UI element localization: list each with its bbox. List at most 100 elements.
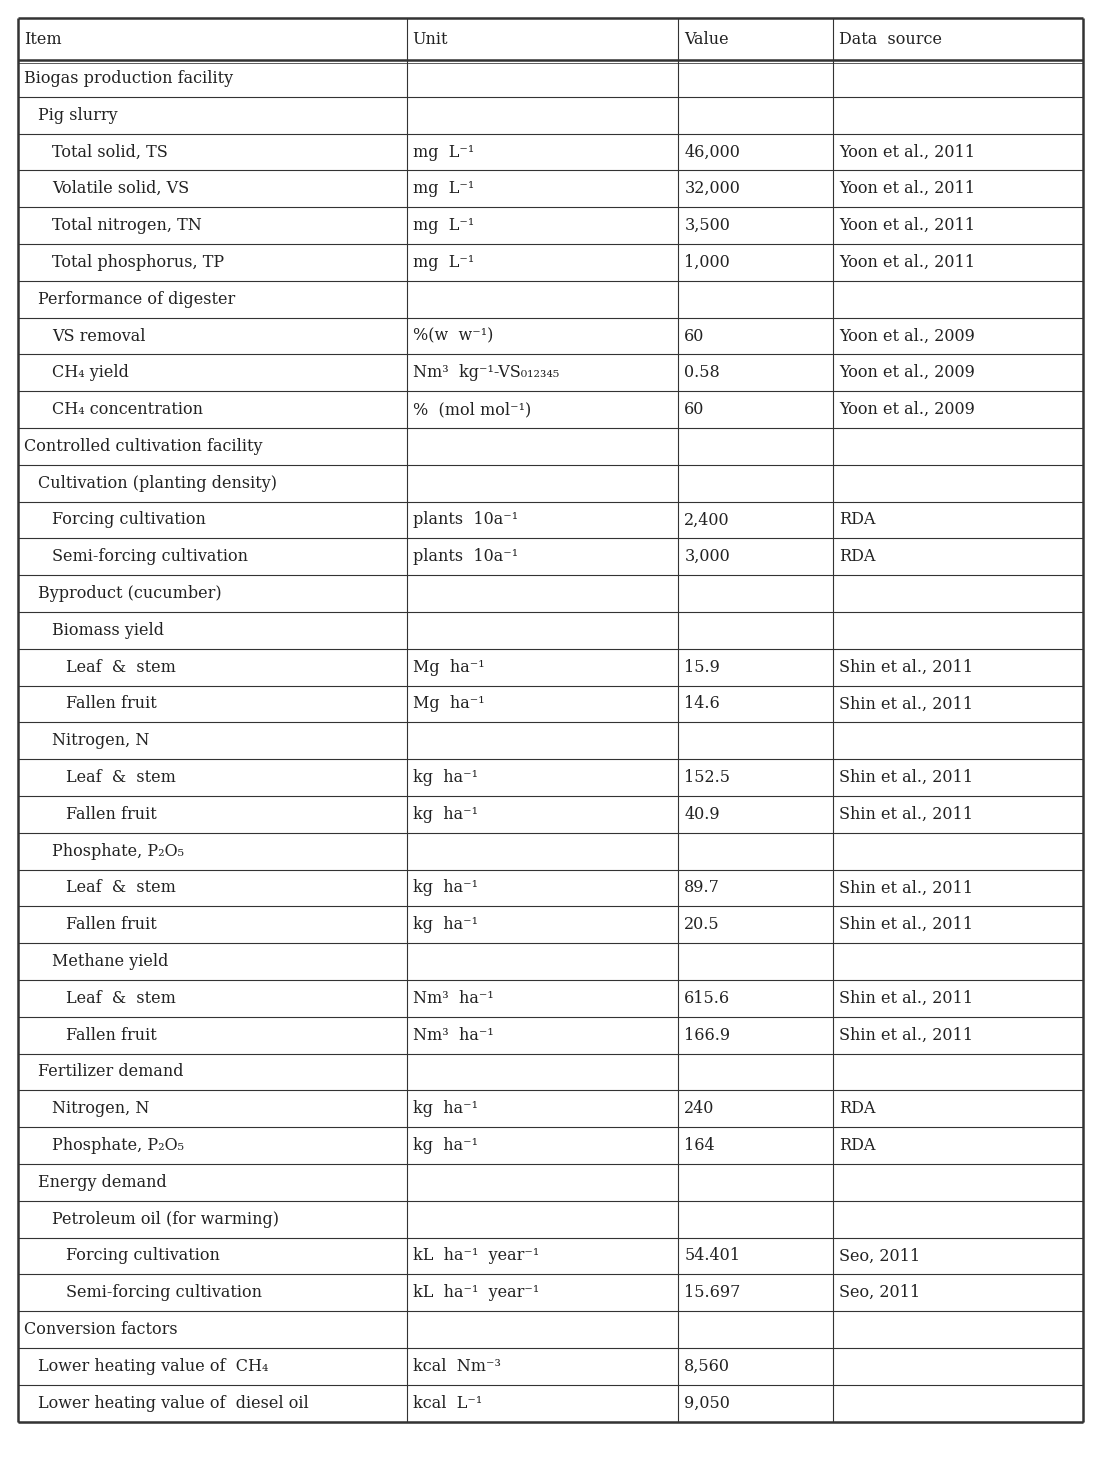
- Text: Yoon et al., 2011: Yoon et al., 2011: [839, 144, 974, 160]
- Text: Petroleum oil (for warming): Petroleum oil (for warming): [52, 1210, 279, 1228]
- Text: 89.7: 89.7: [685, 880, 720, 896]
- Text: kL  ha⁻¹  year⁻¹: kL ha⁻¹ year⁻¹: [413, 1247, 539, 1265]
- Text: kg  ha⁻¹: kg ha⁻¹: [413, 917, 478, 933]
- Text: Conversion factors: Conversion factors: [24, 1321, 177, 1338]
- Text: 15.697: 15.697: [685, 1284, 741, 1302]
- Text: 240: 240: [685, 1100, 715, 1118]
- Text: Phosphate, P₂O₅: Phosphate, P₂O₅: [52, 1137, 184, 1155]
- Text: Nm³  ha⁻¹: Nm³ ha⁻¹: [413, 1027, 493, 1043]
- Text: kg  ha⁻¹: kg ha⁻¹: [413, 1137, 478, 1155]
- Text: Nitrogen, N: Nitrogen, N: [52, 733, 150, 749]
- Text: Shin et al., 2011: Shin et al., 2011: [839, 917, 972, 933]
- Text: Byproduct (cucumber): Byproduct (cucumber): [39, 585, 221, 602]
- Text: Fallen fruit: Fallen fruit: [66, 1027, 156, 1043]
- Text: Total phosphorus, TP: Total phosphorus, TP: [52, 254, 225, 270]
- Text: CH₄ concentration: CH₄ concentration: [52, 401, 203, 419]
- Text: 3,500: 3,500: [685, 217, 730, 234]
- Text: Nitrogen, N: Nitrogen, N: [52, 1100, 150, 1118]
- Text: Shin et al., 2011: Shin et al., 2011: [839, 770, 972, 786]
- Text: %(w  w⁻¹): %(w w⁻¹): [413, 328, 493, 345]
- Text: Nm³  ha⁻¹: Nm³ ha⁻¹: [413, 990, 493, 1006]
- Text: Mg  ha⁻¹: Mg ha⁻¹: [413, 658, 484, 676]
- Text: 60: 60: [685, 401, 705, 419]
- Text: mg  L⁻¹: mg L⁻¹: [413, 144, 473, 160]
- Text: 3,000: 3,000: [685, 548, 730, 566]
- Text: Shin et al., 2011: Shin et al., 2011: [839, 695, 972, 712]
- Text: Semi-forcing cultivation: Semi-forcing cultivation: [66, 1284, 262, 1302]
- Text: RDA: RDA: [839, 548, 875, 566]
- Text: VS removal: VS removal: [52, 328, 145, 345]
- Text: kg  ha⁻¹: kg ha⁻¹: [413, 770, 478, 786]
- Text: Data  source: Data source: [839, 31, 941, 47]
- Text: Seo, 2011: Seo, 2011: [839, 1247, 919, 1265]
- Text: Performance of digester: Performance of digester: [39, 291, 236, 307]
- Text: 15.9: 15.9: [685, 658, 720, 676]
- Text: Forcing cultivation: Forcing cultivation: [52, 511, 206, 529]
- Text: Seo, 2011: Seo, 2011: [839, 1284, 919, 1302]
- Text: Unit: Unit: [413, 31, 448, 47]
- Text: Yoon et al., 2009: Yoon et al., 2009: [839, 328, 974, 345]
- Text: plants  10a⁻¹: plants 10a⁻¹: [413, 548, 517, 566]
- Text: Fallen fruit: Fallen fruit: [66, 917, 156, 933]
- Text: 60: 60: [685, 328, 705, 345]
- Text: Fertilizer demand: Fertilizer demand: [39, 1064, 184, 1081]
- Text: Shin et al., 2011: Shin et al., 2011: [839, 990, 972, 1006]
- Text: 54.401: 54.401: [685, 1247, 740, 1265]
- Text: Total solid, TS: Total solid, TS: [52, 144, 167, 160]
- Text: mg  L⁻¹: mg L⁻¹: [413, 181, 473, 197]
- Text: Lower heating value of  diesel oil: Lower heating value of diesel oil: [39, 1394, 308, 1412]
- Text: Phosphate, P₂O₅: Phosphate, P₂O₅: [52, 843, 184, 859]
- Text: 164: 164: [685, 1137, 715, 1155]
- Text: Item: Item: [24, 31, 62, 47]
- Text: RDA: RDA: [839, 1100, 875, 1118]
- Text: Value: Value: [685, 31, 729, 47]
- Text: mg  L⁻¹: mg L⁻¹: [413, 254, 473, 270]
- Text: Total nitrogen, TN: Total nitrogen, TN: [52, 217, 201, 234]
- Text: kcal  Nm⁻³: kcal Nm⁻³: [413, 1357, 501, 1375]
- Text: mg  L⁻¹: mg L⁻¹: [413, 217, 473, 234]
- Text: %  (mol mol⁻¹): % (mol mol⁻¹): [413, 401, 531, 419]
- Text: kL  ha⁻¹  year⁻¹: kL ha⁻¹ year⁻¹: [413, 1284, 539, 1302]
- Text: 8,560: 8,560: [685, 1357, 730, 1375]
- Text: Yoon et al., 2011: Yoon et al., 2011: [839, 181, 974, 197]
- Text: 20.5: 20.5: [685, 917, 720, 933]
- Text: Fallen fruit: Fallen fruit: [66, 695, 156, 712]
- Text: kg  ha⁻¹: kg ha⁻¹: [413, 880, 478, 896]
- Text: Yoon et al., 2009: Yoon et al., 2009: [839, 401, 974, 419]
- Text: Yoon et al., 2011: Yoon et al., 2011: [839, 254, 974, 270]
- Text: 2,400: 2,400: [685, 511, 730, 529]
- Text: RDA: RDA: [839, 1137, 875, 1155]
- Text: Methane yield: Methane yield: [52, 953, 168, 970]
- Text: CH₄ yield: CH₄ yield: [52, 364, 129, 382]
- Text: 32,000: 32,000: [685, 181, 740, 197]
- Text: Biogas production facility: Biogas production facility: [24, 71, 233, 87]
- Text: Shin et al., 2011: Shin et al., 2011: [839, 1027, 972, 1043]
- Text: 615.6: 615.6: [685, 990, 730, 1006]
- Text: 14.6: 14.6: [685, 695, 720, 712]
- Text: 166.9: 166.9: [685, 1027, 730, 1043]
- Text: Pig slurry: Pig slurry: [39, 107, 118, 123]
- Text: Volatile solid, VS: Volatile solid, VS: [52, 181, 189, 197]
- Text: RDA: RDA: [839, 511, 875, 529]
- Text: Shin et al., 2011: Shin et al., 2011: [839, 658, 972, 676]
- Text: 9,050: 9,050: [685, 1394, 730, 1412]
- Text: kg  ha⁻¹: kg ha⁻¹: [413, 806, 478, 823]
- Text: Energy demand: Energy demand: [39, 1174, 166, 1191]
- Text: Nm³  kg⁻¹-VS₀₁₂₃₄₅: Nm³ kg⁻¹-VS₀₁₂₃₄₅: [413, 364, 559, 382]
- Text: Leaf  &  stem: Leaf & stem: [66, 658, 176, 676]
- Text: Leaf  &  stem: Leaf & stem: [66, 770, 176, 786]
- Text: 46,000: 46,000: [685, 144, 740, 160]
- Text: plants  10a⁻¹: plants 10a⁻¹: [413, 511, 517, 529]
- Text: Forcing cultivation: Forcing cultivation: [66, 1247, 220, 1265]
- Text: Lower heating value of  CH₄: Lower heating value of CH₄: [39, 1357, 269, 1375]
- Text: Controlled cultivation facility: Controlled cultivation facility: [24, 438, 262, 455]
- Text: Mg  ha⁻¹: Mg ha⁻¹: [413, 695, 484, 712]
- Text: kg  ha⁻¹: kg ha⁻¹: [413, 1100, 478, 1118]
- Text: Shin et al., 2011: Shin et al., 2011: [839, 880, 972, 896]
- Text: 152.5: 152.5: [685, 770, 730, 786]
- Text: Yoon et al., 2011: Yoon et al., 2011: [839, 217, 974, 234]
- Text: 0.58: 0.58: [685, 364, 720, 382]
- Text: Shin et al., 2011: Shin et al., 2011: [839, 806, 972, 823]
- Text: Semi-forcing cultivation: Semi-forcing cultivation: [52, 548, 248, 566]
- Text: Cultivation (planting density): Cultivation (planting density): [39, 474, 277, 492]
